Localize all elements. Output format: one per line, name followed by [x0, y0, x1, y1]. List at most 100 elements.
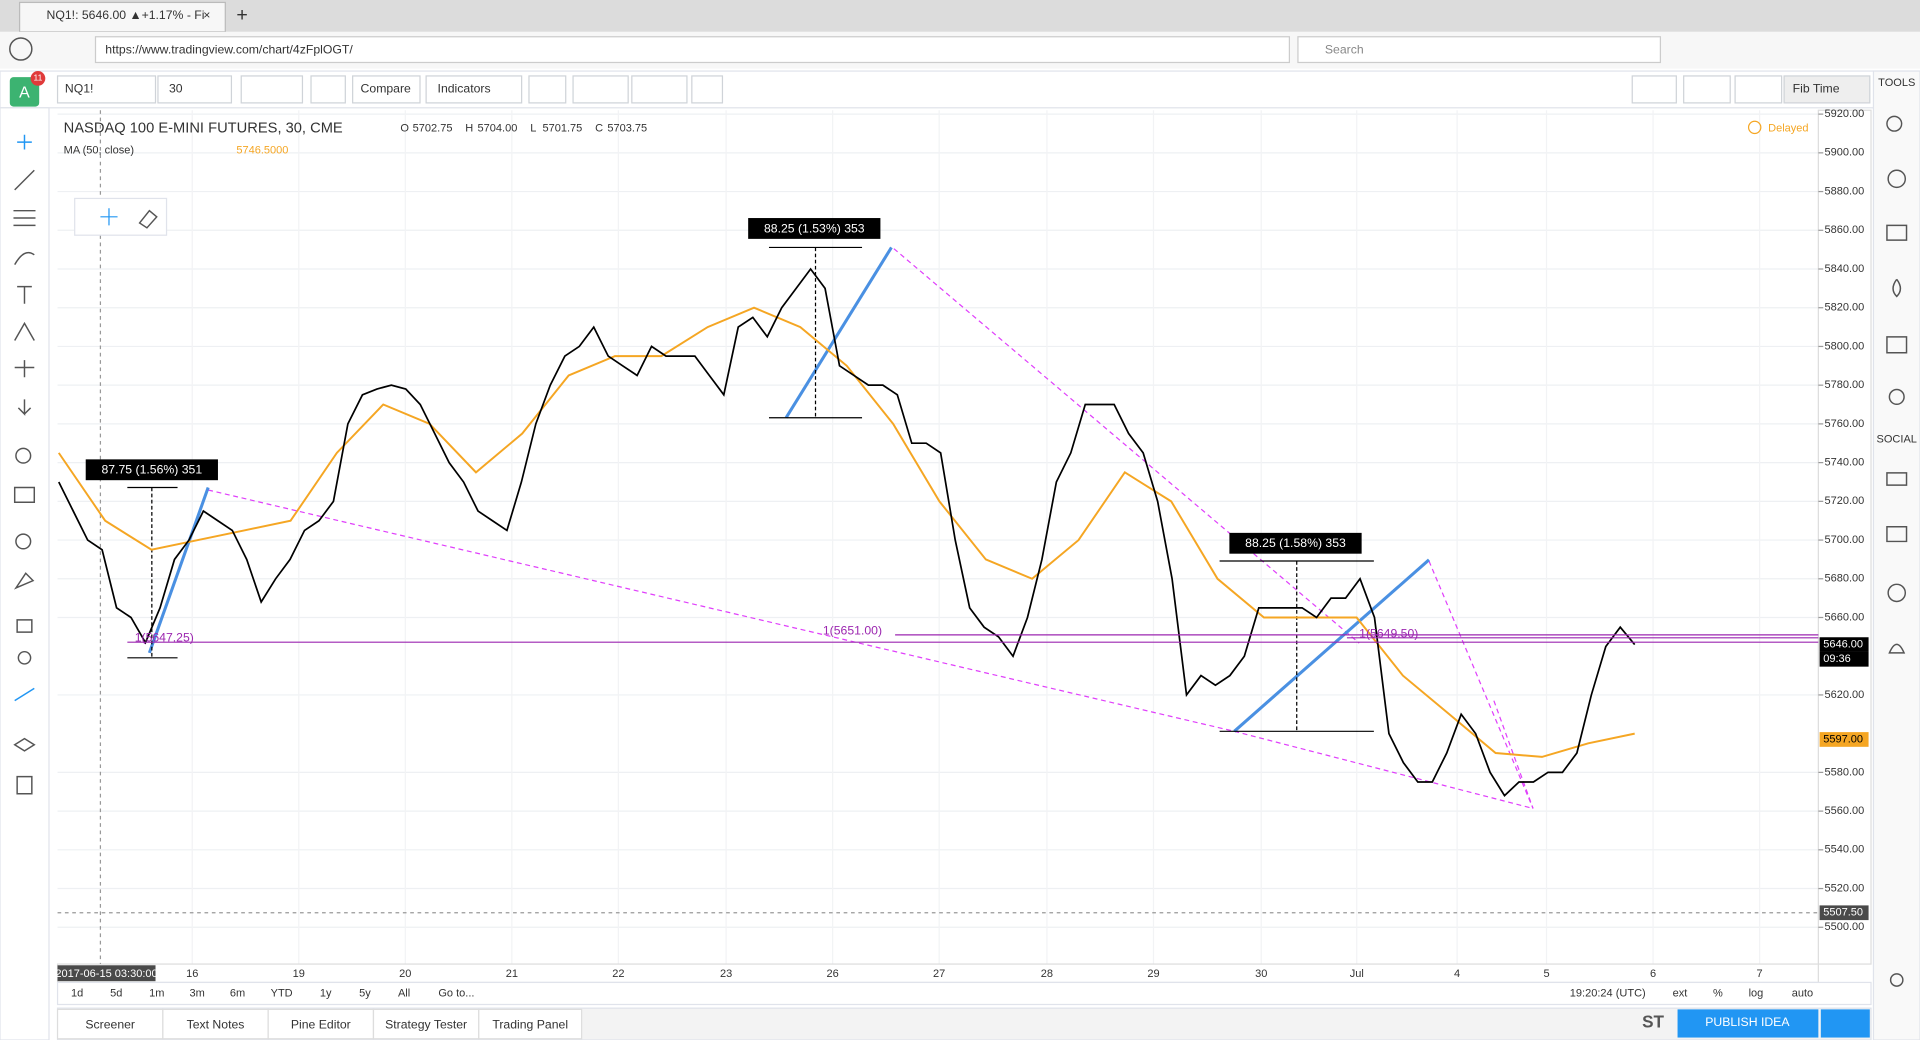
layout-button[interactable]	[1631, 75, 1677, 104]
ohlc-key: O	[400, 123, 409, 135]
address-bar[interactable]	[94, 36, 1290, 64]
delayed: Delayed	[1768, 123, 1808, 135]
st-button[interactable]: ST	[1642, 1011, 1664, 1031]
price-tick-label: 5920.00	[1824, 108, 1864, 120]
interval-box[interactable]	[157, 75, 233, 104]
time-tick-label: Jul	[1350, 968, 1364, 980]
scale-option[interactable]: ext	[1673, 987, 1688, 999]
range-button[interactable]: 6m	[230, 987, 245, 999]
alert-button[interactable]	[528, 75, 567, 104]
save-button[interactable]	[1734, 75, 1783, 104]
tab-close[interactable]: ×	[203, 8, 210, 22]
sidebar-icons	[1886, 115, 1908, 987]
search-placeholder: Search	[1325, 42, 1364, 56]
fib-time-button[interactable]	[1783, 75, 1871, 104]
new-tab[interactable]: +	[236, 4, 247, 26]
ohlc-value: 5701.75	[542, 123, 582, 135]
range-button[interactable]: 5d	[110, 987, 122, 999]
price-tick-label: 5700.00	[1824, 534, 1864, 546]
grid	[57, 110, 1819, 965]
ohlc: O 5702.75 H 5704.00 L 5701.75 C 5703.75	[400, 123, 647, 135]
publish-button[interactable]	[1677, 1009, 1819, 1038]
chart-pane	[57, 110, 1819, 965]
undo-redo[interactable]	[631, 75, 688, 104]
measure-label: 88.25 (1.58%) 353	[1245, 536, 1346, 550]
measure-box	[748, 218, 881, 239]
measure-label: 88.25 (1.53%) 353	[764, 221, 865, 235]
price-tick-label: 5900.00	[1824, 147, 1864, 159]
last_price-label: 5646.00	[1823, 639, 1863, 651]
ohlc-key: L	[530, 123, 536, 135]
time-tick-label: 7	[1757, 968, 1763, 980]
badge-count: 11	[34, 73, 43, 83]
floating-toolbar	[74, 197, 168, 236]
price-tick-label: 5620.00	[1824, 689, 1864, 701]
price-tick-label: 5680.00	[1824, 573, 1864, 585]
price-tick-label: 5580.00	[1824, 766, 1864, 778]
countdown-box	[1819, 651, 1869, 667]
ohlc-key: H	[465, 123, 473, 135]
ohlc-value: 5702.75	[413, 123, 453, 135]
load-button[interactable]	[1683, 75, 1731, 104]
scale-option[interactable]: log	[1749, 987, 1764, 999]
range-button[interactable]: All	[398, 987, 410, 999]
ma-value: 5746.5000	[236, 145, 288, 157]
range-bar	[56, 981, 1872, 1006]
price-tick-label: 5520.00	[1824, 882, 1864, 894]
settings[interactable]	[310, 75, 346, 104]
social-heading: SOCIAL	[1877, 434, 1917, 446]
time-tick-label: 4	[1454, 968, 1460, 980]
time-tick-label: 27	[933, 968, 945, 980]
range-button[interactable]: 1m	[149, 987, 164, 999]
compare-button[interactable]	[352, 75, 421, 104]
template-button[interactable]	[572, 75, 629, 104]
price-tick-label: 5800.00	[1824, 340, 1864, 352]
ohlc-value: 5704.00	[478, 123, 518, 135]
scale-option[interactable]: %	[1713, 987, 1723, 999]
interval: 30	[169, 82, 183, 96]
tab[interactable]	[18, 1, 226, 33]
price-tick-label: 5560.00	[1824, 805, 1864, 817]
bottom-tab[interactable]	[478, 1008, 583, 1040]
countdown: 09:36	[1823, 653, 1851, 665]
indicators-button[interactable]	[425, 75, 523, 104]
range-button[interactable]: 1d	[71, 987, 83, 999]
bottom-tab[interactable]	[267, 1008, 375, 1040]
bottom-tab[interactable]	[162, 1008, 269, 1040]
bottom-tab[interactable]	[56, 1008, 164, 1040]
time-tick-label: 5	[1543, 968, 1549, 980]
back-button[interactable]	[9, 37, 33, 61]
range-button[interactable]: 1y	[320, 987, 332, 999]
more-button[interactable]	[1820, 1009, 1870, 1038]
range-button[interactable]: 3m	[189, 987, 204, 999]
fullscreen[interactable]	[691, 75, 724, 104]
search-box[interactable]	[1297, 36, 1662, 64]
tab-title: NQ1!: 5646.00 ▲+1.17% - Fi	[47, 8, 205, 22]
series	[57, 267, 1636, 797]
range-button[interactable]: 5y	[359, 987, 371, 999]
ohlc-value: 5703.75	[607, 123, 647, 135]
eraser-tool[interactable]	[138, 209, 158, 229]
tab-strip	[0, 0, 1920, 32]
range-buttons: 1d 5d 1m 3m 6m YTD 1y 5y All ext% log auto	[71, 987, 1813, 999]
range-button[interactable]: YTD	[271, 987, 293, 999]
fib-level-label: 1(5647.25)	[135, 631, 194, 645]
scale-option[interactable]: auto	[1792, 987, 1813, 999]
ohlc-key: C	[595, 123, 603, 135]
time-tick-label: 6	[1650, 968, 1656, 980]
price-tick-label: 5860.00	[1824, 224, 1864, 236]
chart-style[interactable]	[240, 75, 304, 104]
overlay: 5920.00 5900.00 5880.00 5860.00 5840.00 5820.…	[55, 108, 1869, 982]
time-cursor-box	[57, 965, 156, 982]
symbol-box[interactable]	[56, 75, 157, 104]
price-tick-label: 5720.00	[1824, 495, 1864, 507]
price-tick-label: 5540.00	[1824, 844, 1864, 856]
avatar[interactable]	[9, 77, 40, 107]
symbol-title: NASDAQ 100 E-MINI FUTURES, 30, CME	[64, 120, 343, 136]
crosshair-tool[interactable]	[100, 208, 118, 226]
goto[interactable]: Go to...	[438, 987, 474, 999]
time-tick-label: 20	[399, 968, 411, 980]
avatar-letter: A	[19, 84, 30, 101]
tools-heading: TOOLS	[1878, 77, 1915, 89]
